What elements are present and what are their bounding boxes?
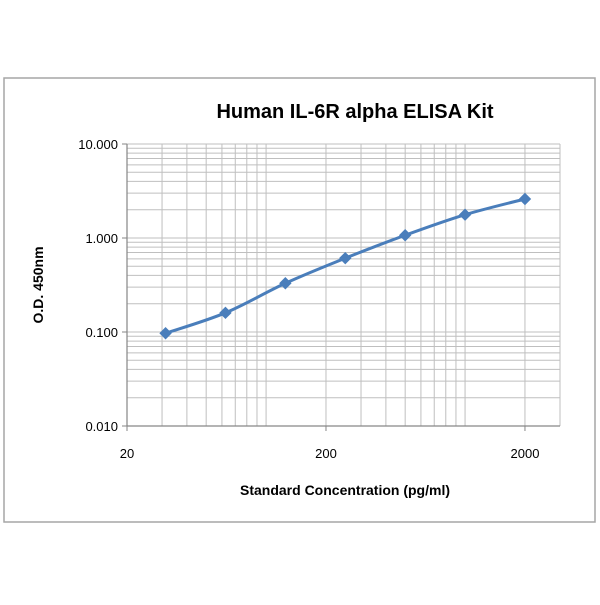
chart-title: Human IL-6R alpha ELISA Kit xyxy=(216,101,493,123)
data-point-marker xyxy=(279,277,292,290)
data-point-marker xyxy=(219,306,232,320)
axes xyxy=(122,143,560,431)
x-tick-label: 2000 xyxy=(511,446,540,461)
x-tick-label: 20 xyxy=(120,446,134,461)
data-point-marker xyxy=(458,208,472,221)
data-series xyxy=(159,192,532,340)
data-point-marker xyxy=(339,251,352,265)
y-tick-label: 1.000 xyxy=(85,231,118,246)
y-axis-title: O.D. 450nm xyxy=(30,246,46,323)
y-tick-label: 0.010 xyxy=(85,419,118,434)
data-point-marker xyxy=(398,229,412,242)
data-point-marker xyxy=(518,192,532,206)
x-axis-title: Standard Concentration (pg/ml) xyxy=(240,482,450,498)
y-tick-label: 0.100 xyxy=(85,325,118,340)
chart-frame xyxy=(3,77,596,523)
tick-labels: 0.010 0.100 1.000 10.000 20 200 2000 xyxy=(78,137,539,461)
x-tick-label: 200 xyxy=(315,446,337,461)
y-tick-label: 10.000 xyxy=(78,137,118,152)
data-point-marker xyxy=(159,327,172,340)
